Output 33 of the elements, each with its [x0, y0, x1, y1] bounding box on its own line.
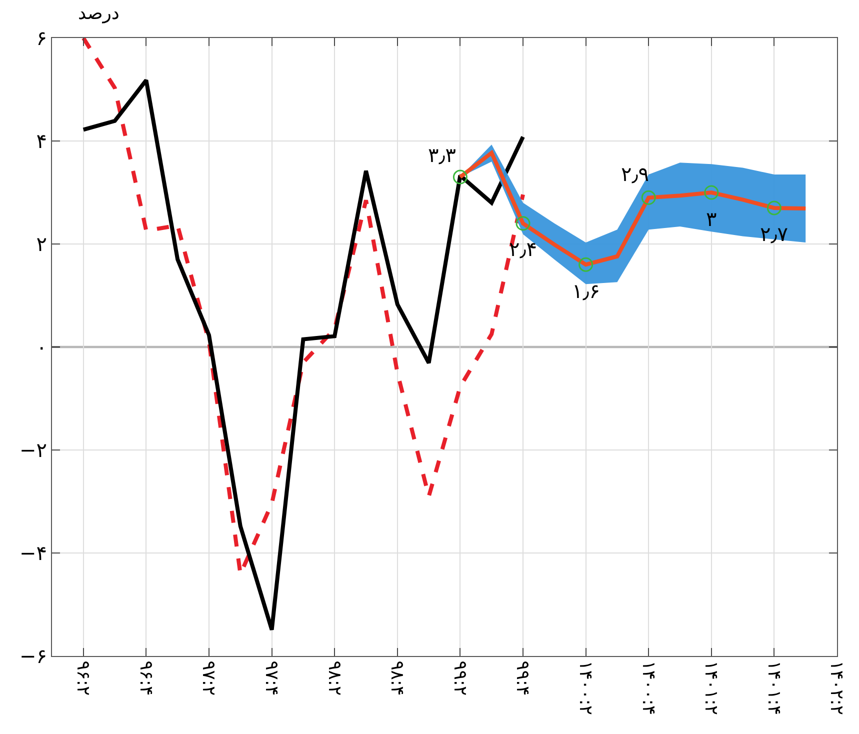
x-tick-label: ۹۶:۲	[72, 660, 94, 696]
y-tick-label: ۶	[36, 26, 47, 50]
x-tick-label: ۹۶:۴	[135, 660, 156, 696]
point	[641, 190, 656, 205]
y-tick-label: −۶	[20, 644, 47, 668]
point	[516, 216, 530, 231]
point	[452, 170, 468, 184]
x-tick-label: ۹۸:۴	[386, 660, 408, 696]
y-tick-label: ۰	[36, 335, 47, 359]
annotation: ۲٫۷	[760, 222, 788, 246]
y-tick-label: ۲	[36, 232, 47, 256]
point	[578, 257, 594, 272]
y-axis-title: درصد	[78, 3, 120, 24]
x-tick-label: ۹۹:۴	[512, 660, 534, 696]
x-tick-label: ۱۴۰۱:۴	[763, 660, 784, 716]
x-tick-label: ۹۷:۲	[198, 660, 220, 696]
x-tick-label: ۱۴۰۰:۴	[638, 660, 659, 716]
x-tick-label: ۱۴۰۲:۲	[826, 660, 848, 716]
point	[704, 185, 719, 200]
annotation: ۳٫۳	[428, 143, 456, 167]
y-tick-label: −۴	[20, 541, 47, 565]
x-tick-label: ۹۸:۲	[324, 660, 345, 696]
x-tick-label: ۱۴۰۱:۲	[700, 660, 722, 716]
annotation: ۳	[706, 207, 717, 231]
annotation: ۲٫۹	[621, 162, 649, 186]
y-tick-label: ۴	[36, 129, 47, 153]
point	[766, 200, 782, 216]
x-tick-label: ۱۴۰۰:۲	[574, 660, 596, 716]
annotation: ۲٫۴	[509, 237, 537, 261]
x-tick-label: ۹۷:۴	[260, 660, 282, 696]
y-tick-label: −۲	[20, 438, 47, 462]
x-tick-label: ۹۹:۲	[449, 660, 470, 696]
annotation: ۱٫۶	[572, 279, 600, 303]
